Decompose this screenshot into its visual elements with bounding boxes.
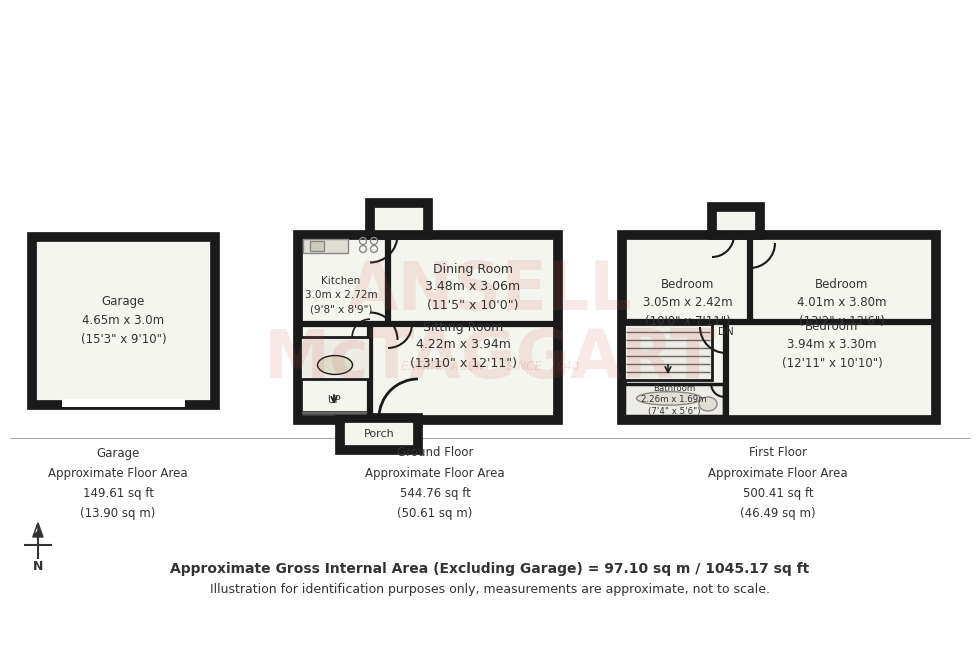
Bar xyxy=(32,237,215,405)
Text: DN: DN xyxy=(718,327,734,337)
Text: Kitchen
3.0m x 2.72m
(9'8" x 8'9"): Kitchen 3.0m x 2.72m (9'8" x 8'9") xyxy=(305,276,377,314)
Text: Bedroom
4.01m x 3.80m
(13'2" x 12'6"): Bedroom 4.01m x 3.80m (13'2" x 12'6") xyxy=(798,278,887,328)
Text: Bathroom
2.26m x 1.69m
(7'4" x 5'6"): Bathroom 2.26m x 1.69m (7'4" x 5'6") xyxy=(641,384,707,417)
Ellipse shape xyxy=(636,392,702,405)
Text: First Floor
Approximate Floor Area
500.41 sq ft
(46.49 sq m): First Floor Approximate Floor Area 500.4… xyxy=(709,447,848,520)
Text: ESTATE  AGENTS  SINCE  1940: ESTATE AGENTS SINCE 1940 xyxy=(401,360,579,372)
Text: N: N xyxy=(32,560,43,573)
Text: Garage
Approximate Floor Area
149.61 sq ft
(13.90 sq m): Garage Approximate Floor Area 149.61 sq … xyxy=(48,447,188,520)
Polygon shape xyxy=(33,523,43,537)
Bar xyxy=(622,235,936,420)
Text: Sitting Room
4.22m x 3.94m
(13'10" x 12'11"): Sitting Room 4.22m x 3.94m (13'10" x 12'… xyxy=(410,321,516,370)
Bar xyxy=(712,207,760,235)
Text: Ground Floor
Approximate Floor Area
544.76 sq ft
(50.61 sq m): Ground Floor Approximate Floor Area 544.… xyxy=(366,447,505,520)
Text: Garage
4.65m x 3.0m
(15'3" x 9'10"): Garage 4.65m x 3.0m (15'3" x 9'10") xyxy=(80,296,167,347)
Bar xyxy=(624,384,724,416)
Ellipse shape xyxy=(699,397,717,411)
Bar xyxy=(340,418,418,450)
Polygon shape xyxy=(33,523,38,537)
Text: Illustration for identification purposes only, measurements are approximate, not: Illustration for identification purposes… xyxy=(210,582,770,596)
Text: Porch: Porch xyxy=(364,429,394,439)
Text: UP: UP xyxy=(327,395,341,405)
Bar xyxy=(303,239,348,253)
Bar xyxy=(624,324,712,380)
Ellipse shape xyxy=(318,355,353,374)
Bar xyxy=(310,241,324,251)
Bar xyxy=(370,203,428,235)
Bar xyxy=(300,412,368,413)
Text: Bedroom
3.94m x 3.30m
(12'11" x 10'10"): Bedroom 3.94m x 3.30m (12'11" x 10'10") xyxy=(782,321,882,370)
Text: Approximate Gross Internal Area (Excluding Garage) = 97.10 sq m / 1045.17 sq ft: Approximate Gross Internal Area (Excludi… xyxy=(171,562,809,576)
Bar xyxy=(298,235,558,420)
Text: ANSELL
McTAGGART: ANSELL McTAGGART xyxy=(264,258,716,392)
Bar xyxy=(300,337,370,379)
Text: Dining Room
3.48m x 3.06m
(11'5" x 10'0"): Dining Room 3.48m x 3.06m (11'5" x 10'0"… xyxy=(425,263,520,311)
Bar xyxy=(62,399,185,407)
Text: Bedroom
3.05m x 2.42m
(10'0" x 7'11"): Bedroom 3.05m x 2.42m (10'0" x 7'11") xyxy=(643,278,733,328)
